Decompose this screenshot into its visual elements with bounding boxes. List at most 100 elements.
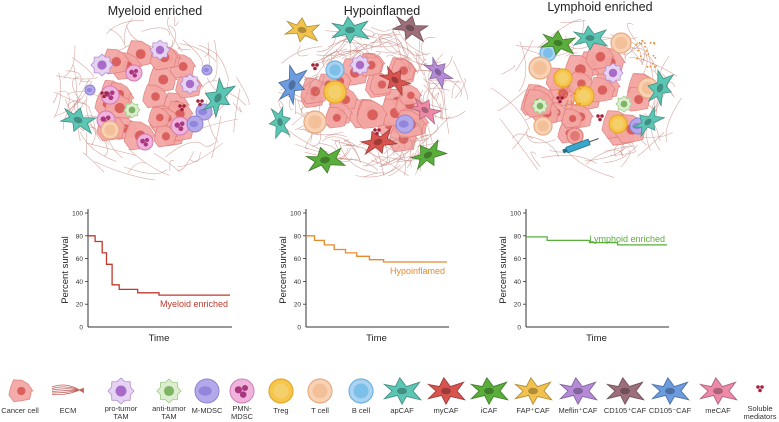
meflin-caf-cell [422,56,454,90]
mycaf-cell [359,127,398,156]
legend-icon-caf [698,376,738,406]
pro-tumor-tam-cell [349,54,371,76]
mycaf-cell [378,65,412,97]
ecm-icon [51,384,85,396]
cd105-neg-caf-cell [278,64,308,106]
legend-icon-bcell [348,378,374,404]
y-tick-label: 60 [76,256,84,263]
series-label: Hypoinflamed [390,266,445,276]
legend-icon-caf [513,376,553,406]
legend-label: T cell [311,406,329,415]
mecaf-icon [698,376,738,406]
legend-label: apCAF [390,406,414,415]
legend-label: FAP⁺CAF [516,406,550,415]
t-cell [528,56,552,80]
pmn-mdsc-icon [229,378,255,404]
fap-caf-cell [283,17,321,43]
legend-label: myCAF [433,406,459,415]
legend-icon-cancer [8,379,34,403]
apcaf-cell [572,25,609,51]
y-tick-label: 60 [514,256,522,263]
panel-title-lymphoid: Lymphoid enriched [547,0,653,14]
icaf-cell [409,138,449,171]
t-cell [610,32,632,54]
t-cell [303,110,327,134]
apcaf-cell [202,76,237,119]
m-mdsc-cell [395,114,415,134]
cd105caf-icon [650,376,690,406]
legend-label: iCAF [480,406,498,415]
anti-tumor-tam-icon [156,378,182,404]
y-tick-label: 100 [72,211,83,218]
legend-label: B cell [351,406,371,415]
anti-tumor-tam-cell [531,97,549,115]
survival-chart-0: 0 20 40 60 80 100 Percent survival Time Myeloid … [60,209,232,344]
soluble-mediators [311,63,319,71]
meflincaf-icon [558,376,598,406]
pro-tumor-tam-cell [602,62,624,84]
apcaf-cell [59,107,98,135]
treg-cell [608,114,628,134]
m-mdsc-cell [186,115,204,133]
legend-icon-caf [650,376,690,406]
y-tick-label: 60 [294,256,302,263]
legend-icon-protam [107,377,135,405]
icaf-cell [539,30,577,56]
apcaf-cell [647,68,675,107]
cancer-cell [566,127,584,145]
y-tick-label: 80 [514,233,522,240]
apcaf-cell [268,105,291,140]
apcaf-icon [382,376,422,406]
legend-icon-mmdsc [194,378,220,404]
legend-label: pro-tumor TAM [104,404,138,421]
b-cell-icon [348,378,374,404]
apcaf-cell [330,15,370,45]
pro-tumor-tam-cell [179,73,201,95]
mycaf-icon [426,376,466,406]
pmn-mdsc-cell [170,116,190,136]
series-label: Myeloid enriched [160,299,228,309]
y-tick-label: 0 [517,325,521,332]
y-tick-label: 40 [514,279,522,286]
tumor-illustration-lymphoid [490,18,682,178]
legend-label: Meflin⁺CAF [558,406,598,415]
legend-icon-caf [605,376,645,406]
y-tick-label: 20 [76,302,84,309]
legend-icon-caf [382,376,422,406]
treg-cell [573,85,595,107]
legend-label: CD105⁻CAF [648,406,692,415]
survival-chart-2: 0 20 40 60 80 100 Percent survival Time Lymphoid… [498,209,669,344]
y-tick-label: 0 [297,325,301,332]
x-axis-label: Time [586,333,607,344]
legend-label: Cancer cell [1,406,39,415]
apcaf-cell [632,106,666,138]
icaf-icon [469,376,509,406]
legend-icon-tcell [307,378,333,404]
legend-icon-pmn [229,378,255,404]
cancer-cell [153,124,179,148]
series-label: Lymphoid enriched [589,234,665,244]
t-cell [533,116,553,136]
survival-curve [306,235,447,263]
pro-tumor-tam-cell [90,53,114,77]
y-tick-label: 0 [79,325,83,332]
soluble-mediators [373,128,381,136]
y-tick-label: 40 [76,279,84,286]
cancer-cell [148,106,172,128]
t-cell-icon [307,378,333,404]
survival-curve [526,236,667,246]
cancer-cell [588,77,617,103]
anti-tumor-tam-cell [123,101,141,119]
cancer-cell [356,99,389,129]
y-axis-label: Percent survival [60,236,71,304]
legend-icon-caf [469,376,509,406]
survival-curve [88,235,230,296]
cancer-cell [561,108,584,129]
legend-icon-ecm [51,384,85,396]
cancer-cell [142,84,169,109]
t-cell [100,120,120,140]
legend-label: Soluble mediators [743,404,777,421]
y-axis-label: Percent survival [278,236,289,304]
survival-chart-1: 0 20 40 60 80 100 Percent survival Time Hypoinfl… [278,209,449,344]
